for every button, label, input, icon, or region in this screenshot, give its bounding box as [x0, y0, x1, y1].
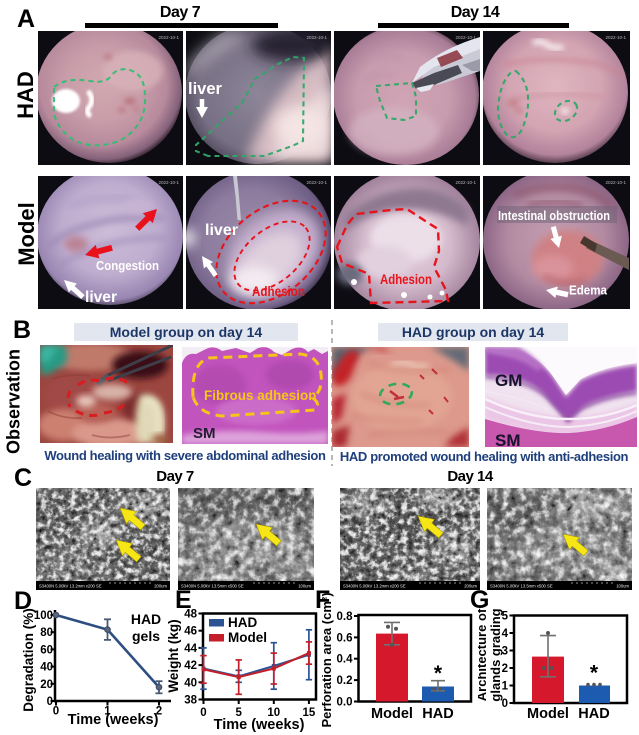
svg-text:Time (weeks): Time (weeks) [214, 717, 305, 733]
svg-text:48: 48 [184, 609, 197, 621]
svg-text:0: 0 [47, 696, 53, 708]
svg-text:liver: liver [188, 79, 222, 98]
svg-text:SM: SM [495, 431, 521, 447]
svg-text:HAD: HAD [131, 611, 161, 627]
svg-text:Architecture of: Architecture of [478, 608, 489, 701]
svg-text:2022-10-1: 2022-10-1 [306, 35, 327, 40]
svg-text:gels: gels [132, 628, 160, 644]
svg-text:glands grading: glands grading [488, 608, 503, 701]
svg-text:S3400N 5.00kV 13.2mm x200 SE: S3400N 5.00kV 13.2mm x200 SE [39, 584, 102, 589]
svg-text:Perforation area (cm²): Perforation area (cm²) [322, 592, 334, 727]
svg-text:1: 1 [502, 681, 509, 693]
svg-text:0: 0 [200, 707, 206, 719]
svg-text:100um: 100um [298, 584, 311, 589]
svg-text:Intestinal obstruction: Intestinal obstruction [498, 209, 610, 223]
svg-text:100um: 100um [616, 584, 629, 589]
svg-text:*: * [590, 661, 599, 684]
svg-text:200um: 200um [464, 584, 477, 589]
svg-text:Adhesion: Adhesion [252, 284, 305, 299]
svg-text:S3400N 5.00kV 13.5mm x500 SE: S3400N 5.00kV 13.5mm x500 SE [490, 584, 553, 589]
svg-text:2022-10-1: 2022-10-1 [605, 35, 626, 40]
svg-text:80: 80 [40, 627, 53, 639]
svg-text:S3400N 5.00kV 13.2mm x200 SE: S3400N 5.00kV 13.2mm x200 SE [343, 584, 406, 589]
svg-text:2022-10-1: 2022-10-1 [306, 180, 327, 185]
svg-text:0.8: 0.8 [337, 611, 354, 623]
svg-text:40: 40 [40, 662, 53, 674]
svg-text:2022-10-1: 2022-10-1 [455, 180, 476, 185]
svg-text:liver: liver [205, 222, 238, 239]
svg-text:10: 10 [267, 707, 280, 719]
svg-text:60: 60 [40, 644, 53, 656]
svg-text:42: 42 [184, 660, 197, 672]
svg-text:Fibrous adhesion: Fibrous adhesion [204, 388, 317, 403]
svg-text:1: 1 [104, 706, 111, 718]
svg-text:Edema: Edema [569, 284, 608, 298]
svg-text:4: 4 [502, 628, 509, 640]
svg-text:15: 15 [303, 707, 316, 719]
svg-text:38: 38 [184, 695, 197, 707]
svg-text:HAD: HAD [228, 615, 257, 630]
svg-text:S3400N 5.00kV 13.5mm x500 SE: S3400N 5.00kV 13.5mm x500 SE [181, 584, 244, 589]
svg-text:HAD: HAD [578, 706, 609, 722]
svg-text:0.6: 0.6 [337, 632, 353, 644]
svg-text:0: 0 [53, 706, 59, 718]
svg-text:2022-10-1: 2022-10-1 [158, 35, 179, 40]
svg-text:HAD: HAD [422, 706, 453, 722]
svg-text:liver: liver [85, 289, 117, 306]
svg-text:46: 46 [184, 626, 197, 638]
svg-text:Degradation (%): Degradation (%) [21, 608, 36, 712]
svg-text:*: * [434, 662, 443, 685]
svg-text:2: 2 [156, 706, 162, 718]
svg-text:0.2: 0.2 [337, 675, 353, 687]
svg-text:100: 100 [34, 610, 53, 622]
svg-text:44: 44 [184, 643, 197, 655]
svg-text:Model: Model [527, 706, 569, 722]
svg-text:GM: GM [495, 371, 522, 390]
svg-text:2: 2 [502, 663, 508, 675]
svg-text:2022-10-1: 2022-10-1 [158, 180, 179, 185]
svg-text:0.4: 0.4 [337, 654, 354, 666]
svg-text:0.0: 0.0 [337, 697, 353, 709]
svg-text:Congestion: Congestion [96, 258, 159, 273]
svg-text:2022-10-1: 2022-10-1 [605, 180, 626, 185]
svg-text:200um: 200um [154, 584, 167, 589]
svg-text:3: 3 [502, 646, 508, 658]
svg-text:Model: Model [371, 706, 413, 722]
svg-text:2022-10-1: 2022-10-1 [455, 35, 476, 40]
svg-text:Time (weeks): Time (weeks) [68, 712, 159, 728]
svg-text:Adhesion: Adhesion [380, 272, 432, 287]
svg-text:Model: Model [228, 630, 267, 645]
svg-text:0: 0 [502, 698, 508, 710]
svg-text:20: 20 [40, 679, 53, 691]
svg-text:SM: SM [193, 425, 216, 442]
svg-text:5: 5 [235, 707, 242, 719]
svg-text:Weight (kg): Weight (kg) [166, 619, 181, 692]
svg-text:40: 40 [184, 677, 197, 689]
svg-text:5: 5 [502, 611, 509, 623]
